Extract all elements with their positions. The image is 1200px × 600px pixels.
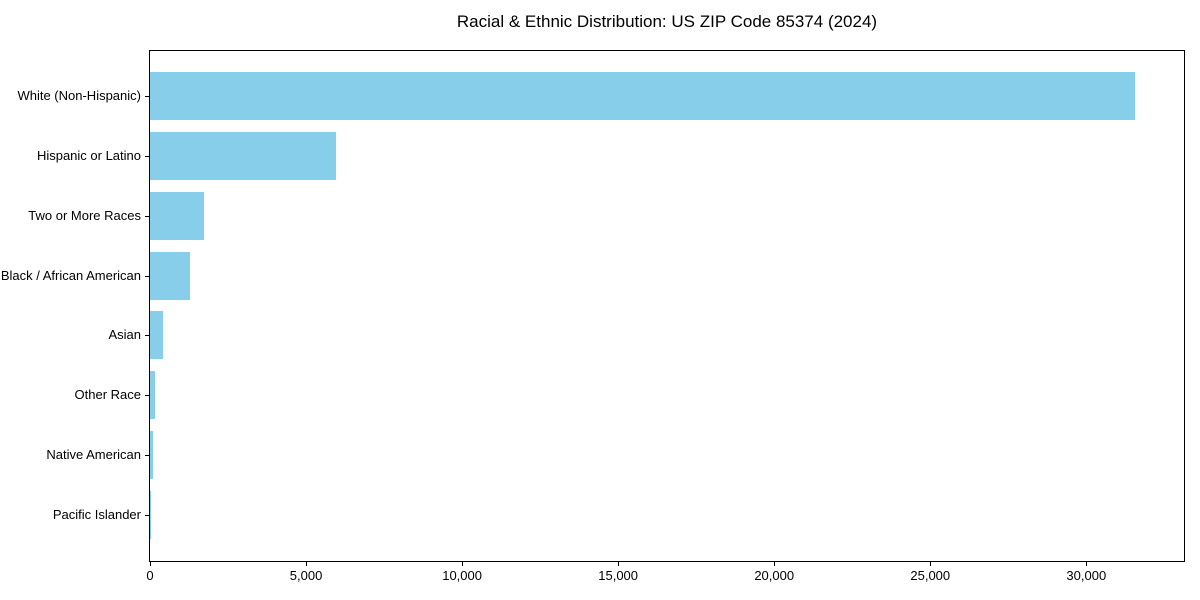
y-axis-label: White (Non-Hispanic) [17, 88, 141, 103]
bar [150, 251, 190, 300]
bar [150, 431, 154, 480]
x-axis-tick [618, 562, 620, 566]
bar [150, 371, 155, 420]
y-axis-label: Native American [46, 447, 141, 463]
y-axis-tick [145, 275, 149, 277]
y-axis-tick [145, 455, 149, 457]
x-axis-tick [1086, 562, 1088, 566]
x-axis-tick-label: 30,000 [1066, 568, 1107, 583]
y-axis-tick [145, 395, 149, 397]
y-axis-label: Pacific Islander [52, 507, 141, 522]
x-axis-tick-label: 15,000 [598, 568, 639, 583]
y-axis-tick [145, 215, 149, 217]
x-axis-tick [462, 562, 464, 566]
y-axis-label: Hispanic or Latino [36, 147, 141, 163]
x-axis-tick-label: 10,000 [442, 568, 482, 583]
y-axis-tick [145, 335, 149, 337]
y-axis-tick [145, 155, 149, 157]
bar [150, 491, 151, 539]
chart-title: Racial & Ethnic Distribution: US ZIP Cod… [456, 12, 878, 31]
x-axis-tick-label: 20,000 [754, 568, 795, 583]
y-axis-tick [145, 515, 149, 516]
bar [150, 191, 205, 240]
bar [150, 131, 336, 180]
y-axis-label: Black / African American [0, 267, 141, 283]
x-axis-tick-label: 5,000 [289, 568, 323, 583]
x-axis-tick [306, 562, 308, 566]
y-axis-label: Asian [108, 327, 141, 343]
x-axis-tick-label: 25,000 [910, 568, 951, 583]
x-axis-tick-label: 0 [146, 568, 154, 583]
y-axis-tick [145, 96, 149, 97]
x-axis-tick [774, 562, 776, 566]
bar [150, 72, 1135, 120]
bar [150, 311, 164, 360]
y-axis-label: Other Race [74, 387, 141, 403]
x-axis-tick [930, 562, 932, 566]
chart-plot-area [149, 50, 1185, 562]
x-axis-tick [150, 562, 151, 566]
y-axis-label: Two or More Races [28, 207, 141, 223]
